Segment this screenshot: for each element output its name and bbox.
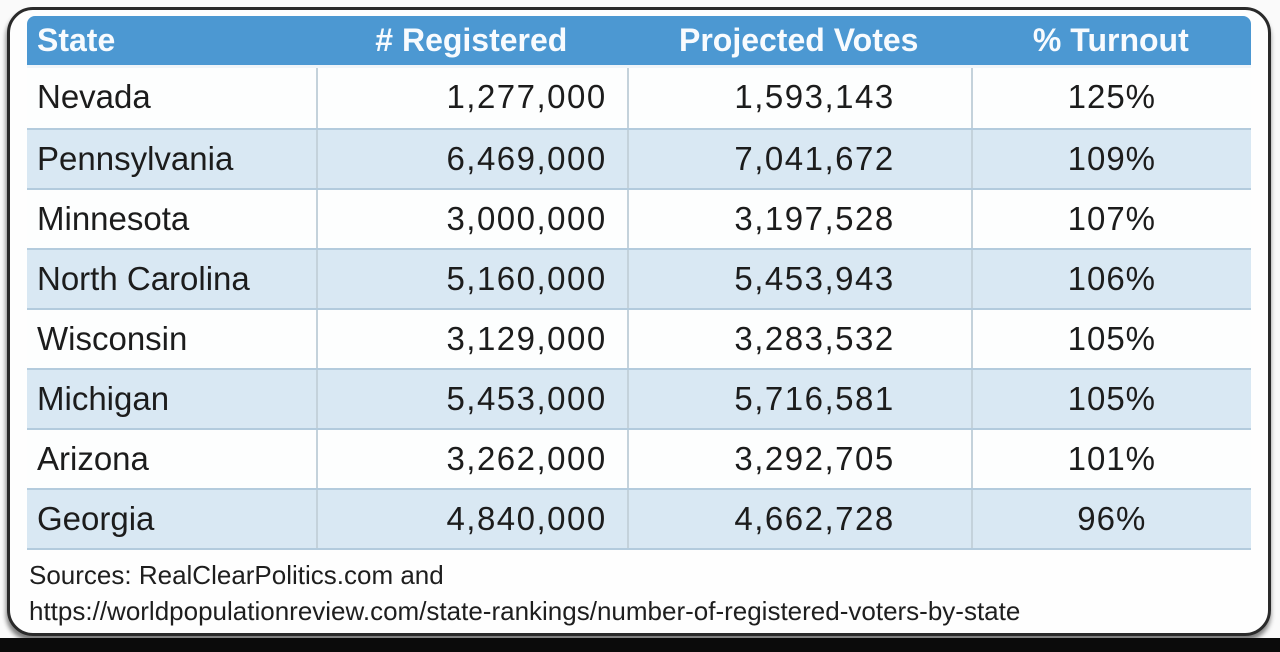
projected-votes-cell: 4,662,728 — [626, 490, 971, 548]
state-cell: Arizona — [37, 440, 149, 477]
turnout-cell: 96% — [970, 490, 1251, 548]
state-cell: Pennsylvania — [37, 140, 234, 177]
table-row: Arizona 3,262,000 3,292,705 101% — [27, 428, 1251, 488]
turnout-cell: 109% — [970, 130, 1251, 188]
table-row: Pennsylvania 6,469,000 7,041,672 109% — [27, 128, 1251, 188]
state-cell: Minnesota — [37, 200, 190, 237]
turnout-cell: 101% — [970, 430, 1251, 488]
state-cell: Wisconsin — [37, 320, 188, 357]
registered-cell: 3,000,000 — [315, 190, 627, 248]
registered-cell: 3,262,000 — [315, 430, 627, 488]
turnout-cell: 125% — [970, 68, 1251, 128]
projected-votes-cell: 3,292,705 — [626, 430, 971, 488]
voter-turnout-table: State # Registered Projected Votes % Tur… — [27, 16, 1251, 550]
registered-cell: 6,469,000 — [315, 130, 627, 188]
bottom-letterbox-bar — [0, 638, 1280, 652]
column-header-registered: # Registered — [375, 22, 568, 58]
registered-cell: 4,840,000 — [315, 490, 627, 548]
projected-votes-cell: 5,716,581 — [626, 370, 971, 428]
table-row: Michigan 5,453,000 5,716,581 105% — [27, 368, 1251, 428]
sources-note: Sources: RealClearPolitics.com and https… — [27, 557, 1251, 629]
table-row: Wisconsin 3,129,000 3,283,532 105% — [27, 308, 1251, 368]
state-cell: North Carolina — [37, 260, 250, 297]
table-row: North Carolina 5,160,000 5,453,943 106% — [27, 248, 1251, 308]
table-card: State # Registered Projected Votes % Tur… — [7, 7, 1271, 636]
registered-cell: 5,453,000 — [315, 370, 627, 428]
sources-line-1: Sources: RealClearPolitics.com and — [29, 560, 444, 590]
column-header-turnout: % Turnout — [1032, 22, 1189, 58]
table-row: Minnesota 3,000,000 3,197,528 107% — [27, 188, 1251, 248]
registered-cell: 3,129,000 — [315, 310, 627, 368]
table-header-row: State # Registered Projected Votes % Tur… — [27, 16, 1251, 68]
projected-votes-cell: 7,041,672 — [626, 130, 971, 188]
state-cell: Georgia — [37, 500, 155, 537]
column-header-projected-votes: Projected Votes — [678, 22, 919, 58]
projected-votes-cell: 1,593,143 — [626, 68, 971, 128]
registered-cell: 5,160,000 — [315, 250, 627, 308]
turnout-cell: 105% — [970, 310, 1251, 368]
turnout-cell: 105% — [970, 370, 1251, 428]
projected-votes-cell: 5,453,943 — [626, 250, 971, 308]
projected-votes-cell: 3,197,528 — [626, 190, 971, 248]
state-cell: Nevada — [37, 78, 151, 115]
table-row: Georgia 4,840,000 4,662,728 96% — [27, 488, 1251, 548]
state-cell: Michigan — [37, 380, 170, 417]
sources-line-2: https://worldpopulationreview.com/state-… — [29, 596, 1021, 626]
table-row: Nevada 1,277,000 1,593,143 125% — [27, 68, 1251, 128]
column-header-state: State — [37, 22, 116, 58]
turnout-cell: 107% — [970, 190, 1251, 248]
projected-votes-cell: 3,283,532 — [626, 310, 971, 368]
table-body: Nevada 1,277,000 1,593,143 125% Pennsylv… — [27, 68, 1251, 550]
turnout-cell: 106% — [970, 250, 1251, 308]
registered-cell: 1,277,000 — [315, 68, 627, 128]
